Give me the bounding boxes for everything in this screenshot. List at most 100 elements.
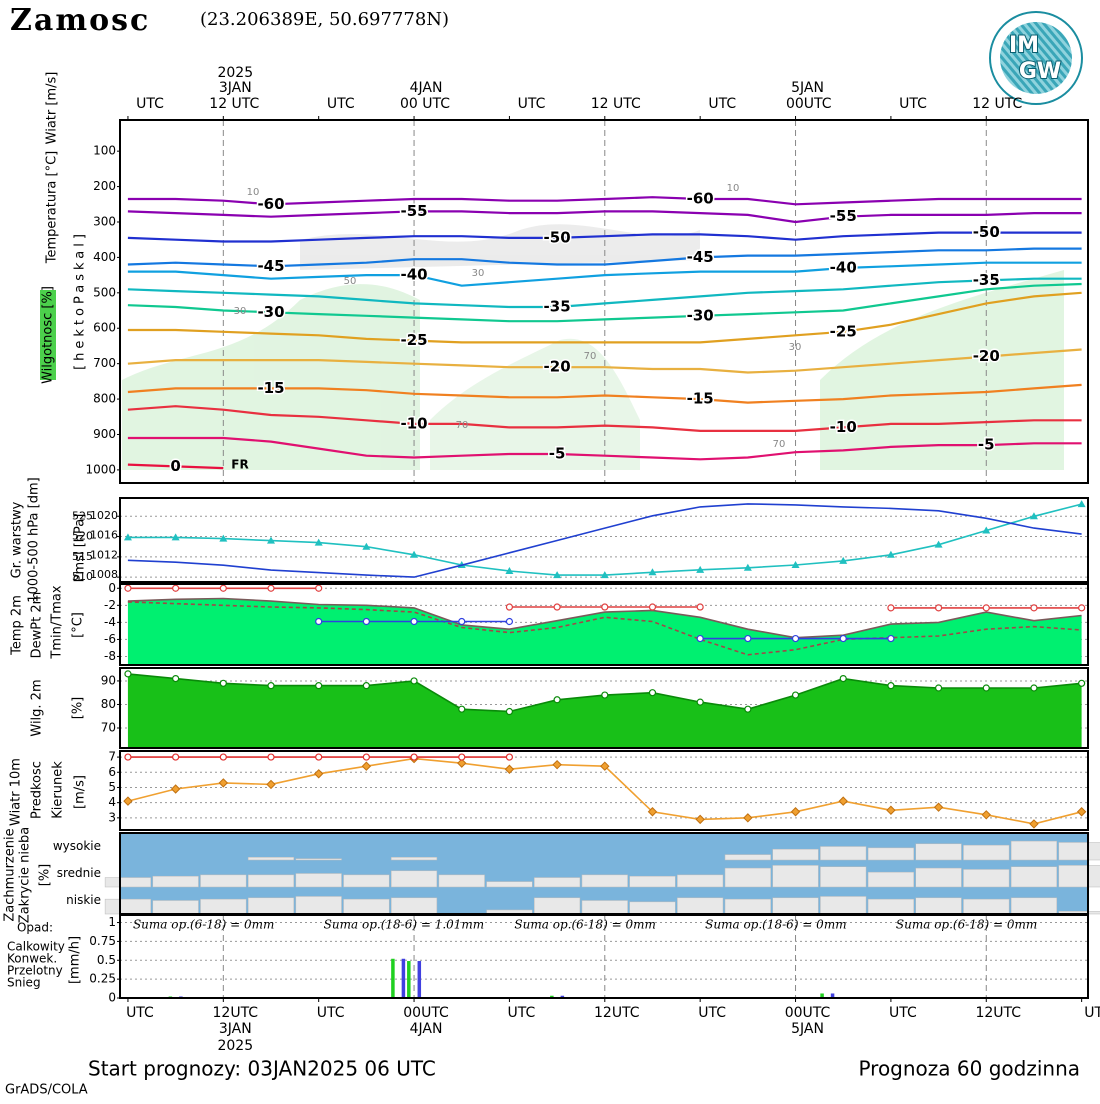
isotherm-label: -35 [973, 271, 1000, 289]
isotherm-label: -5 [549, 444, 566, 462]
marker [791, 691, 800, 699]
x-tick-label: UTC [518, 96, 546, 112]
marker [791, 634, 800, 643]
y-tick-label: 1 [108, 915, 116, 929]
axis-label: Predkosc [30, 761, 45, 819]
marker [553, 571, 562, 579]
label-highlight [40, 290, 56, 380]
marker [982, 684, 990, 692]
marker [219, 584, 227, 592]
year-label: 2025 [217, 65, 253, 81]
contour-label: 70 [584, 351, 597, 362]
marker [647, 807, 658, 817]
marker [504, 764, 515, 774]
credit: GrADS/COLA [5, 1083, 88, 1098]
line [127, 436, 1082, 461]
line [127, 261, 1082, 287]
cloud-bar [724, 854, 771, 861]
y-tick-label: -6 [104, 632, 116, 646]
line [127, 597, 1082, 639]
marker [934, 540, 943, 548]
panel-frame [119, 914, 1089, 999]
shade [820, 270, 1064, 470]
x-tick-label: 00UTC [403, 1005, 449, 1021]
x-tick-label: UTC [708, 96, 736, 112]
axis-label: [%] [71, 697, 86, 720]
y-tick-label: 0.25 [89, 972, 116, 986]
axis-label: Wiatr [m/s] [45, 72, 60, 145]
isotherm-label: -55 [401, 202, 428, 220]
y-tick-label: 900 [93, 427, 116, 441]
marker [124, 584, 132, 592]
isotherm-label: -25 [401, 331, 428, 349]
cloud-bar [820, 846, 867, 861]
marker [266, 779, 276, 790]
marker [982, 604, 990, 612]
panel-frame [119, 667, 1089, 749]
y-tick-label: 7 [108, 750, 116, 764]
line [127, 277, 1082, 309]
y2-tick-label: 1020 [90, 509, 118, 522]
y-tick-label: 3 [108, 810, 116, 824]
marker [123, 533, 132, 541]
x-tick-label: UTC [136, 96, 164, 112]
x-tick-label: UTC [317, 1005, 345, 1021]
y-tick-label: 5 [108, 780, 116, 794]
x-tick-label: UTC [899, 96, 927, 112]
y-tick-label: 80 [101, 697, 116, 711]
marker [362, 753, 370, 761]
panel-frame [119, 497, 1089, 583]
marker [219, 753, 227, 761]
humidity-shading [122, 224, 1064, 470]
cloud-bar [295, 858, 342, 861]
legend-item: Snieg [7, 976, 41, 990]
line [127, 231, 1082, 243]
marker [458, 753, 466, 761]
y-tick-label: 0 [108, 991, 116, 1005]
cloud-bar [200, 874, 247, 888]
line [127, 601, 1082, 656]
marker [315, 584, 323, 592]
isotherm-label: -15 [687, 390, 714, 408]
marker [458, 705, 466, 713]
isotherm-label: -45 [257, 257, 284, 275]
axis-label: Wilgotnosc [%] [41, 286, 56, 384]
y-tick-label: 600 [93, 321, 116, 335]
day-label: 5JAN [791, 1021, 824, 1037]
marker [933, 802, 944, 812]
cloud-bar [915, 867, 962, 888]
y-tick-label: 100 [93, 144, 116, 158]
y-tick-label: 520 [72, 530, 93, 543]
marker [743, 813, 753, 823]
marker [601, 603, 609, 611]
legend-item: Calkowity [7, 940, 65, 954]
marker [886, 805, 896, 815]
marker [315, 682, 323, 690]
x-tick-label: 12 UTC [972, 96, 1022, 112]
x-tick-label: 00UTC [785, 1005, 831, 1021]
y-tick-label: 515 [72, 550, 93, 563]
coordinates: (23.206389E, 50.697778N) [200, 9, 449, 30]
y-tick-label: 0 [108, 581, 116, 595]
marker [790, 807, 801, 817]
marker [505, 617, 514, 626]
marker [410, 677, 418, 685]
cloud-bar [915, 843, 962, 861]
y-tick-label: 400 [93, 250, 116, 264]
y-tick-label: 525 [72, 509, 93, 522]
marker [696, 634, 704, 643]
y-tick-label: 500 [93, 285, 116, 299]
axis-label: Zakrycie nieba [18, 827, 33, 923]
sum-annotation: Suma op.(6-18) = 0mm [514, 918, 655, 932]
isotherm-label: -40 [830, 259, 857, 277]
marker [410, 550, 419, 558]
bar [560, 995, 565, 998]
cloud-bar [677, 897, 724, 915]
cloud-bar [390, 857, 438, 861]
panel-frame [119, 583, 1089, 666]
cloud-bar [867, 871, 914, 888]
x-tick-label: 00UTC [786, 96, 832, 112]
marker [172, 584, 180, 592]
marker [1078, 604, 1086, 612]
